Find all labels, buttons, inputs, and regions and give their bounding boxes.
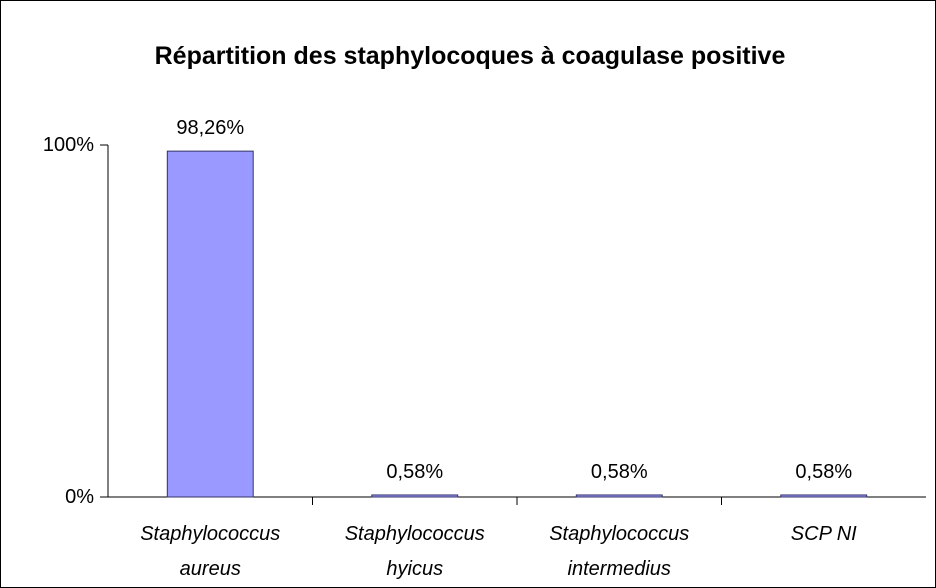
- bar: [166, 150, 254, 498]
- x-tick-label: Staphylococcus hyicus: [344, 523, 485, 580]
- bar: [780, 494, 868, 498]
- y-tick-label: 100%: [42, 134, 94, 156]
- x-tick-label: Staphylococcus aureus: [140, 523, 281, 580]
- y-tick-label: 0%: [65, 486, 94, 508]
- bar: [575, 494, 663, 498]
- chart-title: Répartition des staphylocoques à coagula…: [154, 42, 786, 70]
- x-tick-label: SCP NI: [790, 523, 857, 545]
- value-label: 0,58%: [795, 460, 853, 483]
- value-label: 98,26%: [176, 117, 245, 140]
- value-label: 0,58%: [386, 460, 444, 483]
- bar: [371, 494, 459, 498]
- value-label: 0,58%: [590, 460, 648, 483]
- x-tick-label: Staphylococcus intermedius: [549, 523, 690, 580]
